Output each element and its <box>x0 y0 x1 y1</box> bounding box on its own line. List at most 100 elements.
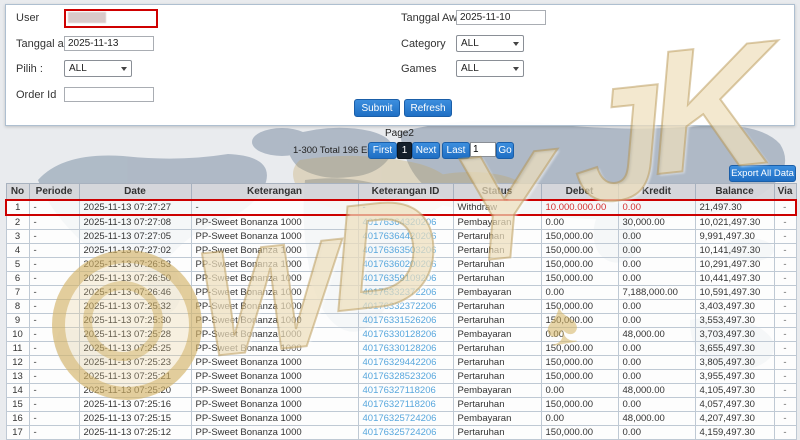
table-row: 14-2025-11-13 07:25:20 PP-Sweet Bonanza 1… <box>5 383 797 398</box>
cell-keterangan-id[interactable]: 40176364420206 <box>357 229 454 244</box>
cell-no: 12 <box>5 355 30 370</box>
chevron-down-icon <box>513 41 519 46</box>
cell-debet: 150,000.00 <box>540 313 619 328</box>
cell-periode: - <box>28 313 80 328</box>
cell-periode: - <box>28 383 80 398</box>
cell-via: - <box>773 299 797 314</box>
submit-button[interactable]: Submit <box>354 99 400 117</box>
cell-kredit: 0.00 <box>617 313 696 328</box>
table-row: 8 - 2025-11-13 07:25:32 PP-Sweet Bonanza 10… <box>5 299 797 314</box>
cell-keterangan-id[interactable]: 40176332372206 <box>357 299 454 314</box>
cell-date: 2025-11-13 07:26:53 <box>78 257 192 272</box>
cell-date: 2025-11-13 07:25:28 <box>78 327 192 342</box>
cell-keterangan-id[interactable]: 40176359109206 <box>357 271 454 286</box>
cell-balance: 3,403,497.30 <box>694 299 775 314</box>
table-row: 4-2025-11-13 07:27:02 PP-Sweet Bonanza 10… <box>5 243 797 258</box>
cell-no: 15 <box>5 397 30 412</box>
cell-keterangan-id[interactable]: 40176325724206 <box>357 411 454 426</box>
cell-status: Pertaruhan <box>452 369 542 384</box>
cell-keterangan-id: - <box>357 199 454 216</box>
page-number-input[interactable] <box>470 142 496 157</box>
cell-date: 2025-11-13 07:25:15 <box>78 411 192 426</box>
cell-no: 14 <box>5 383 30 398</box>
tanggal-awal-input[interactable] <box>456 10 546 25</box>
cell-keterangan-id[interactable]: 40176327118206 <box>357 383 454 398</box>
table-row: 6-2025-11-13 07:26:50 PP-Sweet Bonanza 10… <box>5 271 797 286</box>
cell-keterangan: PP-Sweet Bonanza 1000 <box>190 425 359 440</box>
cell-periode: - <box>28 229 80 244</box>
cell-periode: - <box>28 341 80 356</box>
cell-keterangan: PP-Sweet Bonanza 1000 <box>190 411 359 426</box>
cell-via: - <box>773 243 797 258</box>
cell-no: 7 <box>5 285 30 300</box>
cell-debet: 0.00 <box>540 327 619 342</box>
last-page-button[interactable]: Last <box>442 142 470 159</box>
cell-kredit: 0.00 <box>617 397 696 412</box>
next-page-button[interactable]: Next <box>412 142 440 159</box>
table-row: 9-2025-11-13 07:25:30 PP-Sweet Bonanza 10… <box>5 313 797 328</box>
page-indicator: Page2 <box>385 128 414 139</box>
cell-date: 2025-11-13 07:25:32 <box>78 299 192 314</box>
column-header-no: No <box>5 183 30 201</box>
cell-keterangan-id[interactable]: 40176328523206 <box>357 369 454 384</box>
column-header-kredit: Kredit <box>617 183 696 201</box>
cell-keterangan-id[interactable]: 40176360200206 <box>357 257 454 272</box>
user-input[interactable] <box>64 9 158 28</box>
cell-no: 8 <box>5 299 30 314</box>
cell-via: - <box>773 199 797 216</box>
cell-balance: 21,497.30 <box>694 199 775 216</box>
cell-keterangan: PP-Sweet Bonanza 1000 <box>190 299 359 314</box>
order-id-label: Order Id <box>16 89 57 101</box>
cell-debet: 10.000.000.00 <box>540 199 619 216</box>
column-header-status: Status <box>452 183 542 201</box>
cell-kredit: 0.00 <box>617 425 696 440</box>
go-button[interactable]: Go <box>496 142 514 159</box>
cell-status: Pembayaran <box>452 327 542 342</box>
cell-keterangan-id[interactable]: 40176363503206 <box>357 243 454 258</box>
cell-keterangan: PP-Sweet Bonanza 1000 <box>190 271 359 286</box>
cell-debet: 150,000.00 <box>540 355 619 370</box>
cell-keterangan-id[interactable]: 40176329442206 <box>357 355 454 370</box>
order-id-input[interactable] <box>64 87 154 102</box>
cell-balance: 10,591,497.30 <box>694 285 775 300</box>
table-row: 5-2025-11-13 07:26:53 PP-Sweet Bonanza 10… <box>5 257 797 272</box>
cell-keterangan-id[interactable]: 40176327118206 <box>357 397 454 412</box>
refresh-button[interactable]: Refresh <box>404 99 452 117</box>
cell-keterangan-id[interactable]: 40176331526206 <box>357 313 454 328</box>
cell-keterangan-id[interactable]: 40176330128206 <box>357 341 454 356</box>
chevron-down-icon <box>121 66 127 71</box>
table-row: 10-2025-11-13 07:25:28 PP-Sweet Bonanza 1… <box>5 327 797 342</box>
current-page-button[interactable]: 1 <box>397 142 412 159</box>
cell-keterangan-id[interactable]: 40176364320206 <box>357 214 454 230</box>
games-select[interactable]: ALL <box>456 60 524 77</box>
cell-kredit: 0.00 <box>617 299 696 314</box>
cell-balance: 4,057,497.30 <box>694 397 775 412</box>
tanggal-akhir-input[interactable] <box>64 36 154 51</box>
pilih-select[interactable]: ALL <box>64 60 132 77</box>
table-row: 13-2025-11-13 07:25:21 PP-Sweet Bonanza 1… <box>5 369 797 384</box>
category-select[interactable]: ALL <box>456 35 524 52</box>
cell-periode: - <box>28 243 80 258</box>
table-row: 7-2025-11-13 07:26:46 PP-Sweet Bonanza 10… <box>5 285 797 300</box>
user-label: User <box>16 12 40 24</box>
cell-kredit: 48,000.00 <box>617 327 696 342</box>
table-row: 15-2025-11-13 07:25:16 PP-Sweet Bonanza 1… <box>5 397 797 412</box>
cell-debet: 150,000.00 <box>540 369 619 384</box>
cell-keterangan: PP-Sweet Bonanza 1000 <box>190 397 359 412</box>
table-row: 12-2025-11-13 07:25:23 PP-Sweet Bonanza 1… <box>5 355 797 370</box>
cell-via: - <box>773 285 797 300</box>
cell-via: - <box>773 271 797 286</box>
cell-balance: 3,805,497.30 <box>694 355 775 370</box>
cell-balance: 10,021,497.30 <box>694 214 775 230</box>
cell-kredit: 0.00 <box>617 341 696 356</box>
user-value-redacted <box>68 12 106 23</box>
cell-keterangan-id[interactable]: 40176330128206 <box>357 327 454 342</box>
first-page-button[interactable]: First <box>368 142 397 159</box>
cell-keterangan-id[interactable]: 40176332372206 <box>357 285 454 300</box>
cell-keterangan: PP-Sweet Bonanza 1000 <box>190 327 359 342</box>
cell-keterangan: PP-Sweet Bonanza 1000 <box>190 243 359 258</box>
export-all-data-button[interactable]: Export All Data <box>729 165 796 182</box>
cell-keterangan-id[interactable]: 40176325724206 <box>357 425 454 440</box>
column-header-debet: Debet <box>540 183 619 201</box>
cell-keterangan: PP-Sweet Bonanza 1000 <box>190 285 359 300</box>
